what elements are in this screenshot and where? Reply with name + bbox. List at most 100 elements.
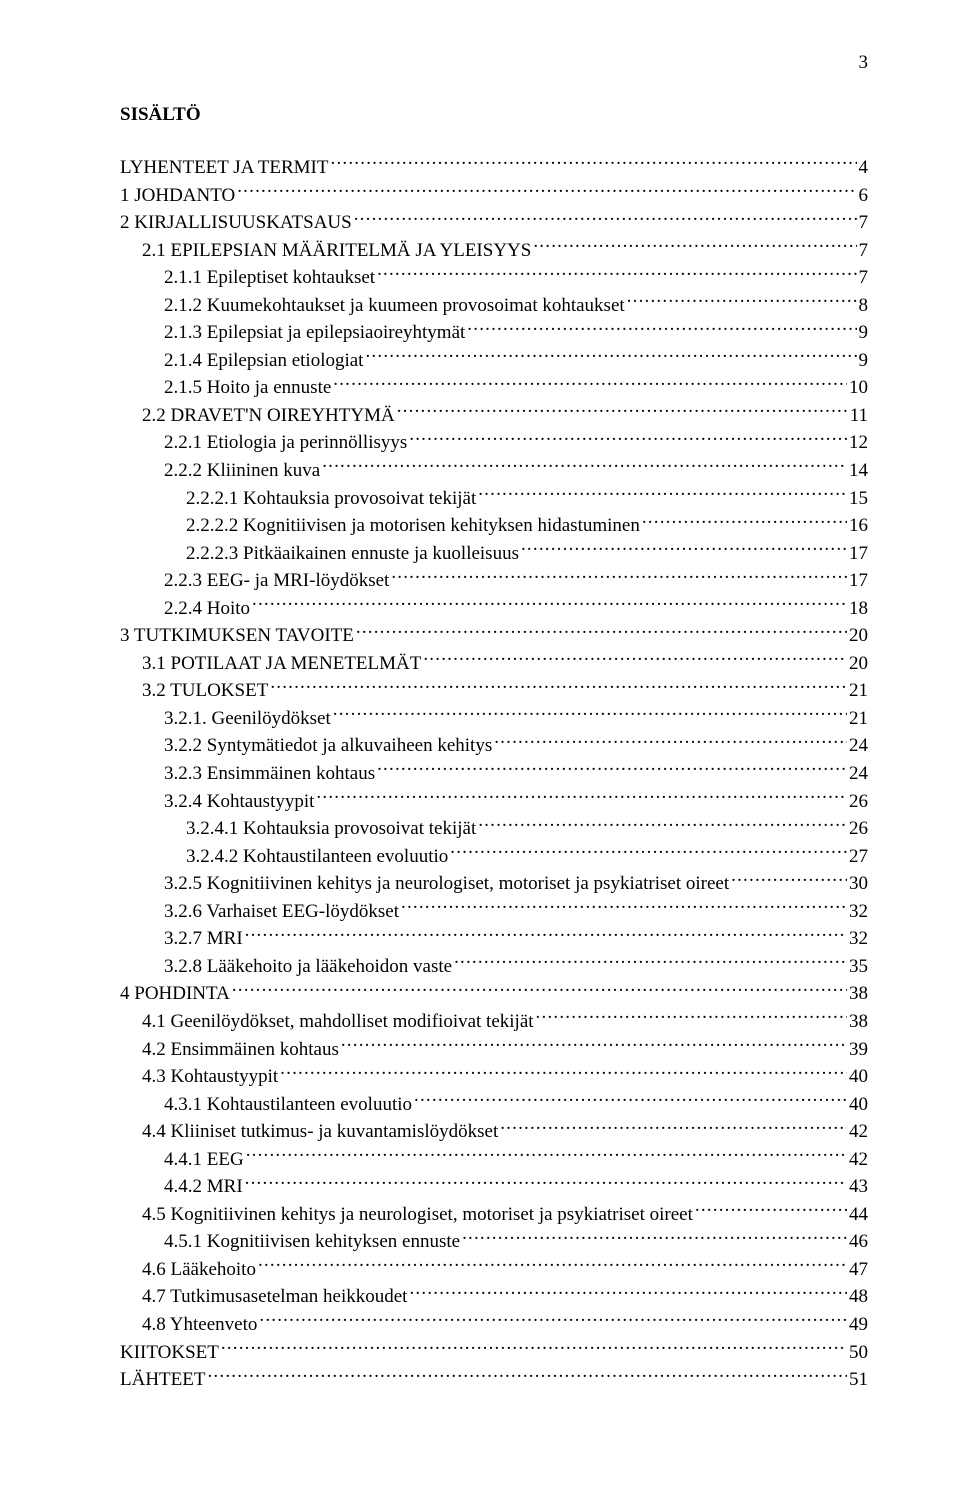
document-page: 3 SISÄLTÖ LYHENTEET JA TERMIT41 JOHDANTO… <box>0 0 960 1492</box>
table-of-contents: LYHENTEET JA TERMIT41 JOHDANTO62 KIRJALL… <box>120 154 868 1394</box>
toc-entry[interactable]: 3 TUTKIMUKSEN TAVOITE 20 <box>120 622 868 650</box>
toc-entry-label: 3.2.1. Geenilöydökset <box>164 705 331 733</box>
toc-entry[interactable]: 4.7 Tutkimusasetelman heikkoudet48 <box>120 1283 868 1311</box>
toc-leader-dots <box>232 980 847 999</box>
toc-leader-dots <box>280 1063 847 1082</box>
toc-leader-dots <box>245 925 847 944</box>
toc-entry-page: 6 <box>859 182 869 210</box>
toc-entry-label: 2.1.5 Hoito ja ennuste <box>164 374 331 402</box>
toc-leader-dots <box>467 319 856 338</box>
toc-entry[interactable]: 2.2.2.3 Pitkäaikainen ennuste ja kuollei… <box>120 540 868 568</box>
toc-entry-label: 4.5.1 Kognitiivisen kehityksen ennuste <box>164 1228 460 1256</box>
toc-entry[interactable]: 3.2.5 Kognitiivinen kehitys ja neurologi… <box>120 870 868 898</box>
toc-entry-page: 42 <box>849 1146 868 1174</box>
toc-entry-page: 32 <box>849 925 868 953</box>
toc-entry-label: 4.4 Kliiniset tutkimus- ja kuvantamislöy… <box>142 1118 498 1146</box>
toc-entry[interactable]: 4.4.2 MRI43 <box>120 1173 868 1201</box>
toc-entry[interactable]: 4.5 Kognitiivinen kehitys ja neurologise… <box>120 1201 868 1229</box>
toc-entry-page: 26 <box>849 815 868 843</box>
toc-entry[interactable]: 2.1.3 Epilepsiat ja epilepsiaoireyhtymät… <box>120 319 868 347</box>
toc-entry-page: 7 <box>859 264 869 292</box>
toc-entry-page: 50 <box>849 1339 868 1367</box>
toc-entry[interactable]: 4 POHDINTA38 <box>120 980 868 1008</box>
toc-entry-page: 48 <box>849 1283 868 1311</box>
toc-entry[interactable]: 2.2.2 Kliininen kuva14 <box>120 457 868 485</box>
toc-entry[interactable]: 2.2.4 Hoito18 <box>120 595 868 623</box>
toc-leader-dots <box>536 1008 847 1027</box>
toc-entry[interactable]: 4.3.1 Kohtaustilanteen evoluutio40 <box>120 1091 868 1119</box>
toc-leader-dots <box>462 1228 847 1247</box>
toc-entry-label: 2.2.2 Kliininen kuva <box>164 457 320 485</box>
toc-entry-page: 20 <box>849 622 868 650</box>
toc-entry[interactable]: 3.2 TULOKSET21 <box>120 677 868 705</box>
toc-entry[interactable]: 3.2.1. Geenilöydökset21 <box>120 705 868 733</box>
toc-entry-label: 2.1.2 Kuumekohtaukset ja kuumeen provoso… <box>164 292 625 320</box>
page-number: 3 <box>859 52 869 74</box>
toc-entry[interactable]: 2.1.1 Epileptiset kohtaukset7 <box>120 264 868 292</box>
toc-entry[interactable]: 4.6 Lääkehoito47 <box>120 1256 868 1284</box>
toc-entry-page: 26 <box>849 788 868 816</box>
toc-entry-page: 46 <box>849 1228 868 1256</box>
toc-entry[interactable]: 2.1.4 Epilepsian etiologiat9 <box>120 347 868 375</box>
toc-entry-page: 27 <box>849 843 868 871</box>
toc-entry-label: 2.1.4 Epilepsian etiologiat <box>164 347 363 375</box>
toc-entry[interactable]: 2.2.1 Etiologia ja perinnöllisyys 12 <box>120 429 868 457</box>
toc-entry[interactable]: 4.4 Kliiniset tutkimus- ja kuvantamislöy… <box>120 1118 868 1146</box>
toc-entry[interactable]: 2.2 DRAVET'N OIREYHTYMÄ11 <box>120 402 868 430</box>
toc-entry-label: 3.2.2 Syntymätiedot ja alkuvaiheen kehit… <box>164 732 492 760</box>
toc-entry[interactable]: 3.2.7 MRI 32 <box>120 925 868 953</box>
toc-entry-page: 12 <box>849 429 868 457</box>
toc-leader-dots <box>341 1036 847 1055</box>
toc-entry-label: 3.2 TULOKSET <box>142 677 268 705</box>
toc-entry[interactable]: 2 KIRJALLISUUSKATSAUS7 <box>120 209 868 237</box>
toc-entry[interactable]: 3.2.4 Kohtaustyypit26 <box>120 788 868 816</box>
toc-entry[interactable]: 2.1 EPILEPSIAN MÄÄRITELMÄ JA YLEISYYS7 <box>120 237 868 265</box>
toc-leader-dots <box>316 788 847 807</box>
toc-entry-page: 24 <box>849 732 868 760</box>
toc-title: SISÄLTÖ <box>120 104 868 126</box>
toc-entry-label: 4.3 Kohtaustyypit <box>142 1063 278 1091</box>
toc-entry[interactable]: 2.2.2.2 Kognitiivisen ja motorisen kehit… <box>120 512 868 540</box>
toc-entry[interactable]: 4.2 Ensimmäinen kohtaus39 <box>120 1036 868 1064</box>
toc-entry-page: 4 <box>859 154 869 182</box>
toc-entry[interactable]: 1 JOHDANTO6 <box>120 182 868 210</box>
toc-entry[interactable]: 4.3 Kohtaustyypit 40 <box>120 1063 868 1091</box>
toc-leader-dots <box>377 760 847 779</box>
toc-entry[interactable]: LYHENTEET JA TERMIT4 <box>120 154 868 182</box>
toc-entry[interactable]: 2.1.5 Hoito ja ennuste10 <box>120 374 868 402</box>
toc-entry-page: 35 <box>849 953 868 981</box>
toc-leader-dots <box>450 843 847 862</box>
toc-entry[interactable]: 3.1 POTILAAT JA MENETELMÄT20 <box>120 650 868 678</box>
toc-entry[interactable]: 3.2.2 Syntymätiedot ja alkuvaiheen kehit… <box>120 732 868 760</box>
toc-entry-page: 8 <box>859 292 869 320</box>
toc-entry[interactable]: 3.2.6 Varhaiset EEG-löydökset32 <box>120 898 868 926</box>
toc-entry[interactable]: 3.2.4.2 Kohtaustilanteen evoluutio27 <box>120 843 868 871</box>
toc-entry-page: 42 <box>849 1118 868 1146</box>
toc-entry-label: 4.3.1 Kohtaustilanteen evoluutio <box>164 1091 412 1119</box>
toc-entry[interactable]: LÄHTEET51 <box>120 1366 868 1394</box>
toc-entry[interactable]: KIITOKSET50 <box>120 1339 868 1367</box>
toc-entry-label: 3.2.6 Varhaiset EEG-löydökset <box>164 898 399 926</box>
toc-entry[interactable]: 2.2.3 EEG- ja MRI-löydökset17 <box>120 567 868 595</box>
toc-entry[interactable]: 3.2.4.1 Kohtauksia provosoivat tekijät26 <box>120 815 868 843</box>
toc-entry[interactable]: 2.2.2.1 Kohtauksia provosoivat tekijät15 <box>120 485 868 513</box>
toc-leader-dots <box>333 705 847 724</box>
toc-entry-page: 20 <box>849 650 868 678</box>
toc-leader-dots <box>642 512 847 531</box>
toc-entry[interactable]: 4.8 Yhteenveto49 <box>120 1311 868 1339</box>
toc-leader-dots <box>494 732 847 751</box>
toc-entry[interactable]: 4.4.1 EEG42 <box>120 1146 868 1174</box>
toc-entry-label: 3.2.8 Lääkehoito ja lääkehoidon vaste <box>164 953 452 981</box>
toc-entry[interactable]: 4.5.1 Kognitiivisen kehityksen ennuste 46 <box>120 1228 868 1256</box>
toc-leader-dots <box>365 347 856 366</box>
toc-entry[interactable]: 2.1.2 Kuumekohtaukset ja kuumeen provoso… <box>120 292 868 320</box>
toc-entry-label: 3.2.3 Ensimmäinen kohtaus <box>164 760 375 788</box>
toc-entry[interactable]: 4.1 Geenilöydökset, mahdolliset modifioi… <box>120 1008 868 1036</box>
toc-entry[interactable]: 3.2.8 Lääkehoito ja lääkehoidon vaste 35 <box>120 953 868 981</box>
toc-entry-page: 51 <box>849 1366 868 1394</box>
toc-entry-label: 2.2.1 Etiologia ja perinnöllisyys <box>164 429 407 457</box>
toc-entry-label: 3 TUTKIMUKSEN TAVOITE <box>120 622 354 650</box>
toc-entry-label: 3.2.7 MRI <box>164 925 243 953</box>
toc-entry-page: 40 <box>849 1063 868 1091</box>
toc-entry[interactable]: 3.2.3 Ensimmäinen kohtaus24 <box>120 760 868 788</box>
